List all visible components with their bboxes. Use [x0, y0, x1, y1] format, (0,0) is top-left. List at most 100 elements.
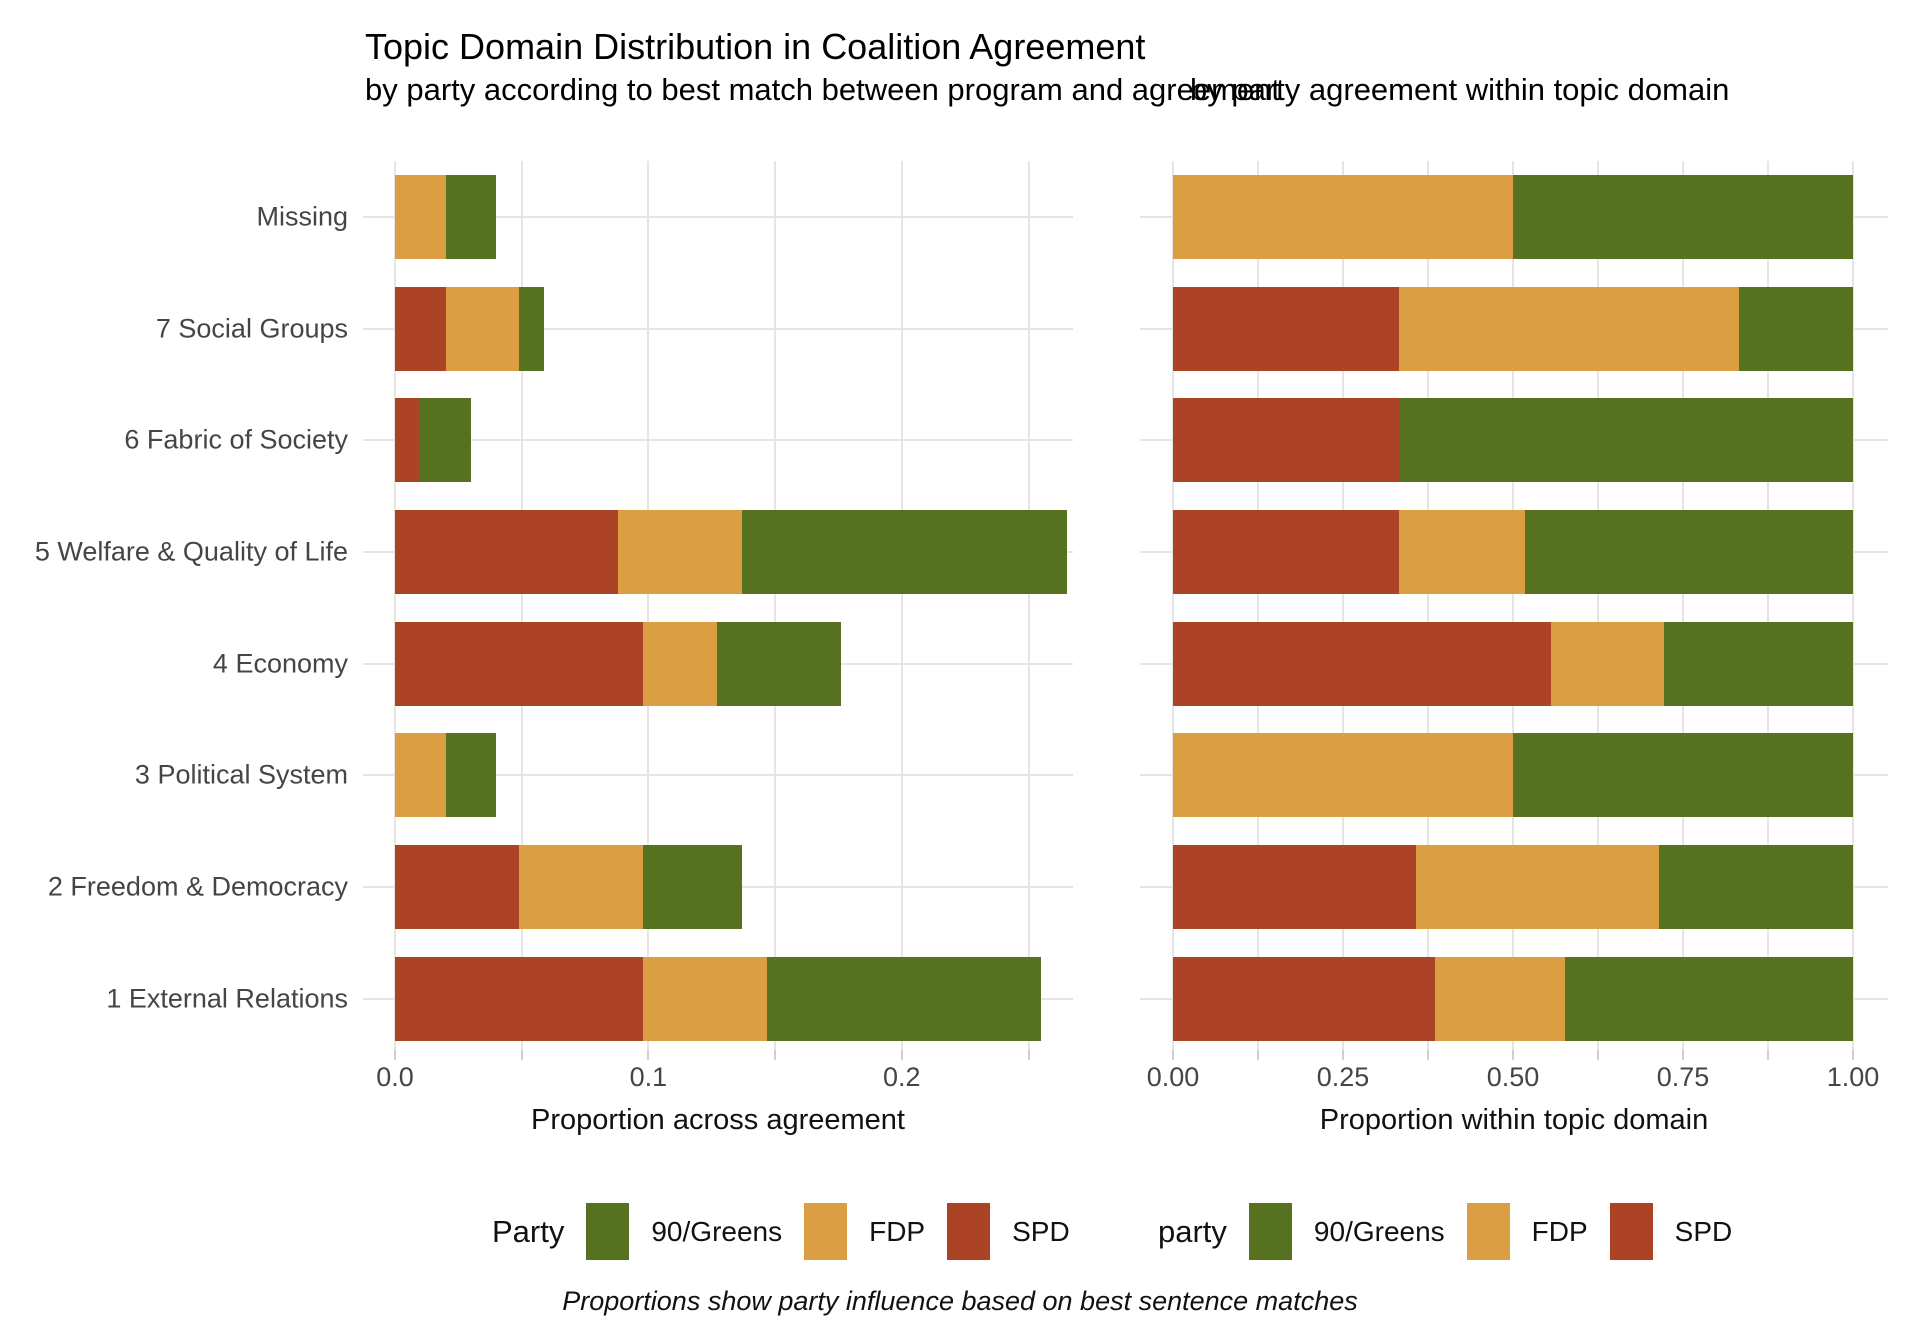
axis-tick — [1682, 1050, 1684, 1060]
gridline — [1597, 161, 1599, 1050]
axis-tick — [1597, 1050, 1599, 1060]
bar-segment-fdp — [1415, 845, 1659, 930]
legend-swatch-spd — [1609, 1203, 1653, 1260]
legend-label: SPD — [1674, 1215, 1733, 1247]
x-tick-label: 0.1 — [629, 1062, 668, 1092]
axis-tick — [1427, 1050, 1429, 1060]
bar-segment-90-greens — [1513, 733, 1853, 818]
axis-tick — [900, 1050, 903, 1060]
caption: Proportions show party influence based o… — [562, 1286, 1358, 1316]
bar-segment-fdp — [1173, 174, 1513, 259]
x-axis-title: Proportion across agreement — [531, 1104, 905, 1136]
x-tick-label: 0.75 — [1656, 1062, 1710, 1092]
bar-segment-spd — [395, 509, 618, 594]
bar-segment-fdp — [519, 845, 644, 930]
bar-segment-spd — [395, 845, 520, 930]
bar-segment-spd — [395, 398, 421, 483]
axis-tick — [520, 1050, 523, 1060]
gridline — [1767, 161, 1769, 1050]
legend: Party 90/Greens FDP SPD — [492, 1203, 1070, 1260]
axis-tick — [1767, 1050, 1769, 1060]
bar-segment-fdp — [1399, 286, 1740, 371]
legend-label: FDP — [869, 1215, 926, 1247]
bar-segment-90-greens — [716, 621, 841, 706]
category-label: 1 External Relations — [106, 983, 348, 1014]
legend-label: 90/Greens — [651, 1215, 783, 1247]
bar-segment-spd — [395, 956, 644, 1041]
gridline — [520, 161, 523, 1050]
category-label: 5 Welfare & Quality of Life — [34, 536, 348, 567]
bar-segment-fdp — [1173, 733, 1513, 818]
legend-swatch-spd — [947, 1203, 991, 1260]
bar-segment-90-greens — [742, 509, 1067, 594]
legend-entry: SPD — [947, 1203, 1070, 1260]
x-tick-label: 0.0 — [376, 1062, 414, 1092]
bar-segment-90-greens — [420, 398, 471, 483]
legend-entry: 90/Greens — [1248, 1203, 1445, 1260]
legend-title: party — [1158, 1213, 1227, 1249]
bar-segment-fdp — [395, 174, 446, 259]
bar-segment-90-greens — [1399, 398, 1853, 483]
bar-segment-spd — [395, 286, 446, 371]
bar-segment-fdp — [617, 509, 743, 594]
gridline — [1427, 161, 1429, 1050]
axis-tick — [1512, 1050, 1514, 1060]
x-axis-title: Proportion within topic domain — [1319, 1104, 1709, 1136]
bar-segment-spd — [1173, 509, 1400, 594]
legend-swatch-90-greens — [586, 1203, 630, 1260]
legend-swatch-fdp — [804, 1203, 848, 1260]
legend-swatch-90-greens — [1248, 1203, 1292, 1260]
axis-tick — [394, 1050, 396, 1060]
bar-segment-90-greens — [1739, 286, 1853, 371]
legend-title: Party — [492, 1213, 565, 1249]
x-tick-label: 0.00 — [1146, 1062, 1200, 1092]
gridline — [647, 161, 650, 1050]
gridline — [1027, 161, 1030, 1050]
bar-segment-90-greens — [519, 286, 545, 371]
gridline — [774, 161, 777, 1050]
axis-tick — [647, 1050, 650, 1060]
x-tick-label: 0.50 — [1486, 1062, 1540, 1092]
bar-segment-spd — [1173, 286, 1400, 371]
axis-tick — [1342, 1050, 1344, 1060]
legend-label: SPD — [1012, 1215, 1070, 1247]
bar-segment-fdp — [643, 956, 768, 1041]
legend-entry: FDP — [1466, 1203, 1588, 1260]
bar-segment-90-greens — [445, 733, 497, 818]
axis-tick — [1852, 1050, 1854, 1060]
bar-segment-fdp — [1434, 956, 1566, 1041]
gridline — [363, 439, 1073, 442]
gridline — [1257, 161, 1259, 1050]
gridline — [363, 774, 1073, 777]
bar-segment-90-greens — [1658, 845, 1853, 930]
bar-segment-spd — [395, 621, 644, 706]
axis-tick — [1257, 1050, 1259, 1060]
gridline — [1852, 161, 1854, 1050]
gridline — [363, 215, 1073, 218]
bar-segment-fdp — [445, 286, 520, 371]
bar-segment-90-greens — [643, 845, 743, 930]
bar-segment-fdp — [1399, 509, 1526, 594]
axis-tick — [774, 1050, 777, 1060]
legend-label: 90/Greens — [1313, 1215, 1445, 1247]
legend-entry: SPD — [1609, 1203, 1733, 1260]
gridline — [1172, 161, 1174, 1050]
bar-segment-spd — [1173, 398, 1400, 483]
gridline — [1342, 161, 1344, 1050]
bar-segment-90-greens — [1663, 621, 1853, 706]
category-label: 4 Economy — [212, 648, 348, 679]
bar-segment-90-greens — [1525, 509, 1853, 594]
gridline — [394, 161, 396, 1050]
gridline — [900, 161, 903, 1050]
category-label: 7 Social Groups — [155, 313, 348, 344]
legend: party 90/Greens FDP SPD — [1158, 1203, 1732, 1260]
category-label: Missing — [256, 201, 348, 232]
category-label: 6 Fabric of Society — [124, 424, 348, 455]
bar-segment-spd — [1173, 845, 1416, 930]
category-label: 3 Political System — [134, 759, 348, 790]
bar-segment-spd — [1173, 956, 1435, 1041]
subtitle-left: by party according to best match between… — [365, 72, 1281, 107]
bar-segment-90-greens — [1565, 956, 1853, 1041]
x-tick-label: 0.25 — [1316, 1062, 1370, 1092]
